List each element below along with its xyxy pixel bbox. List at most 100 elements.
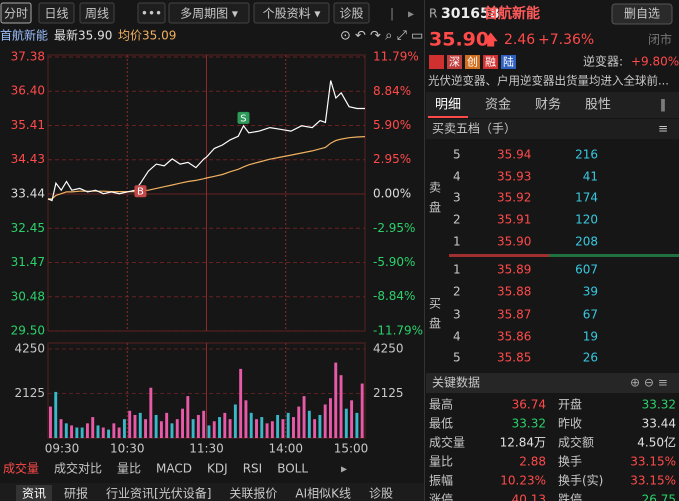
toolbar-tab[interactable] [333,2,370,24]
toolbar-tab-label[interactable]: 分时 [4,7,28,21]
key-value: 26.75 [642,493,676,501]
key-label: 昨收 [558,417,582,431]
toolbar-tab-label[interactable]: 个股资料 ▾ [263,7,321,21]
bottom-tab[interactable]: 行业资讯[光伏设备] [106,487,211,501]
volume-bar [313,419,317,438]
volume-bar [334,362,338,438]
marker-label: S [240,113,246,124]
volume-bar [128,410,132,438]
toolbar-tab[interactable] [253,2,330,24]
y2-tick-label: -5.90% [373,255,415,269]
indicator-tab[interactable]: MACD [156,462,192,476]
indicator-tab[interactable]: BOLL [277,462,308,476]
panel-tab[interactable]: 明细 [435,98,461,113]
volume-bar [228,419,232,438]
bottom-tab[interactable]: 诊股 [369,487,393,501]
volume-bar [133,414,137,438]
book-price: 35.90 [497,235,531,249]
key-icons[interactable]: ⊕ ⊖ ≡ [630,376,668,390]
button-label[interactable]: 删自选 [624,7,660,21]
key-value: 2.88 [519,455,546,469]
news[interactable]: 光伏逆变器、户用逆变器出货量均进入全球前... [428,74,669,88]
book-level: 2 [453,213,461,227]
key-label: 成交量 [429,435,465,450]
volume-bar [223,412,227,438]
toolbar-tab-label[interactable]: 诊股 [339,7,363,21]
key-label: 最高 [429,397,453,412]
toolbar-tab[interactable] [137,2,166,24]
volume-bar [181,408,184,438]
panel-tab[interactable]: 资金 [485,97,511,113]
panel-tab[interactable]: 财务 [535,97,561,113]
toolbar-tab[interactable] [168,2,250,24]
key-value: 33.15% [630,455,676,469]
concept: 逆变器: [583,54,623,69]
key-label: 成交额 [558,435,594,450]
volume-bar [191,419,195,438]
toolbar-tab-label[interactable]: ••• [141,7,162,21]
bottom-tab[interactable]: 关联报价 [229,486,277,501]
bottom-tab[interactable]: 资讯 [22,487,46,501]
y-tick-label: 34.43 [11,152,45,166]
y2-tick-label: 0.00% [373,187,411,201]
y-tick-label: 29.50 [11,324,45,338]
volume-bar [112,423,116,438]
book-level: 4 [453,330,461,344]
toolbar-more[interactable]: ▸ [408,7,414,21]
toolbar-tab-label[interactable]: 周线 [85,7,109,21]
toolbar-tab-label[interactable]: 日线 [44,7,68,21]
book-volume: 208 [575,235,598,249]
concept-pct: +9.80% [631,55,679,69]
bottom-tab[interactable]: AI相似K线 [295,487,351,501]
indicator-tab[interactable]: 量比 [117,462,141,476]
volume-bar [212,421,216,438]
key-value: 33.32 [642,398,676,412]
volume-bar [297,406,301,438]
toolbar-tab[interactable] [38,2,75,24]
name: 首航新能 [484,5,540,22]
indicator-tab[interactable]: KDJ [207,462,228,476]
volume-bar [360,383,364,438]
key-header-bg [426,373,679,393]
y2-tick-label: 11.79% [373,50,419,64]
volume-bar [175,419,179,438]
y-tick-label: 37.38 [11,50,45,64]
book-volume: 67 [583,308,598,322]
indicator-tab[interactable]: 成交对比 [54,461,102,476]
tab-more[interactable]: ▸ [341,462,347,476]
bottom-tab[interactable]: 研报 [64,486,88,501]
panel-tab[interactable]: 股性 [585,98,611,113]
book-volume: 41 [583,170,598,184]
indicator-tab[interactable]: 成交量 [3,461,39,476]
y-tick-label: 36.40 [11,84,45,98]
toolbar-tab[interactable] [79,2,115,24]
y2-tick-label: -2.95% [373,221,415,235]
key-value: 4.50亿 [637,435,676,450]
menu[interactable]: ≡ [658,122,668,136]
indicator-tab[interactable]: RSI [243,462,263,476]
price-line [47,80,365,202]
icon[interactable]: ⊙ ↶ ↷ ⌕ ⤢ ▭ [340,29,423,44]
book-volume: 19 [583,330,598,344]
badge-label: 融 [485,56,496,69]
book-price: 35.87 [497,308,531,322]
y2-tick-label: 2.95% [373,152,411,166]
button[interactable] [611,3,673,25]
divider [424,0,425,501]
badge [483,55,498,69]
book-level: 1 [453,235,461,249]
toolbar-tab-label[interactable]: 多周期图 ▾ [180,7,238,21]
buy-label: 买 [429,297,441,311]
toolbar-tab[interactable] [0,2,32,24]
tab-icon[interactable]: ‖ [660,98,666,112]
volume-bar [54,391,58,438]
vol-tick-label: 4250 [373,342,404,356]
volume-bar [233,404,237,438]
key-value: 10.23% [500,474,546,488]
book-volume: 607 [575,263,598,277]
volume-bar [307,410,311,438]
bottom-bar [0,483,424,501]
key-value: 36.74 [512,398,546,412]
volume-bar [255,419,258,438]
y2-tick-label: -11.79% [373,324,423,338]
